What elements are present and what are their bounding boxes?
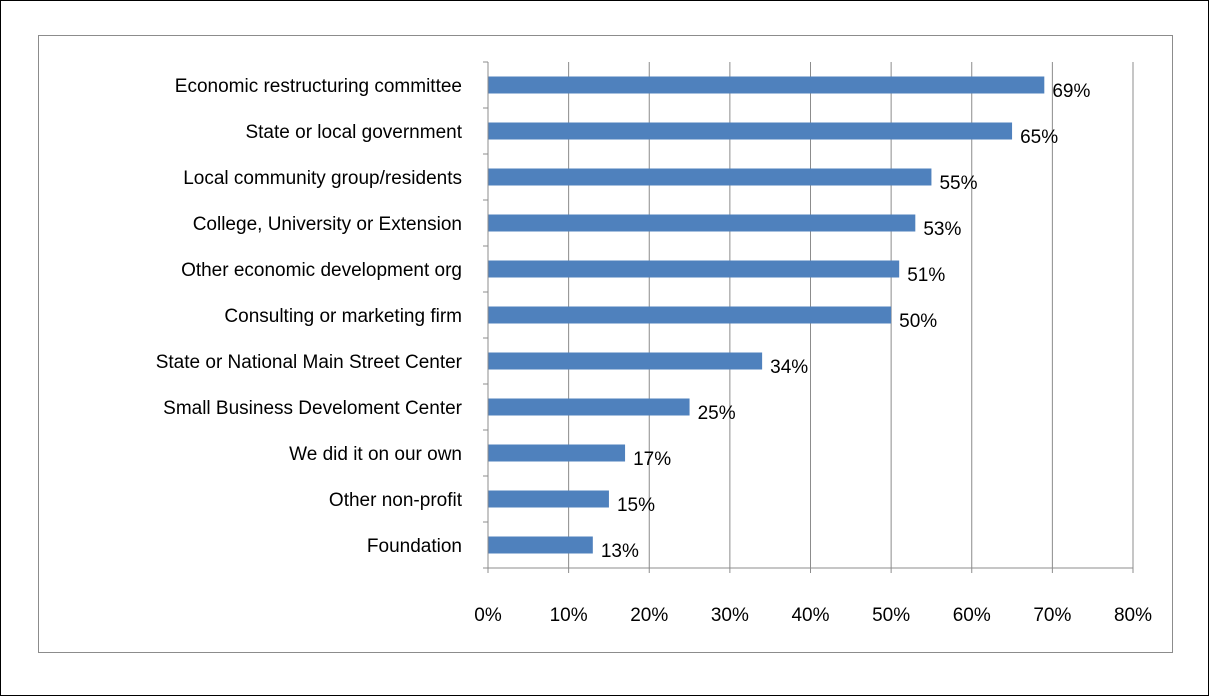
x-tick-label: 50%: [872, 605, 910, 626]
bar: [488, 168, 932, 186]
x-tick-label: 20%: [630, 605, 668, 626]
bar: [488, 306, 892, 324]
bar: [488, 536, 593, 554]
data-label: 65%: [1020, 127, 1058, 148]
data-label: 50%: [899, 311, 937, 332]
axes: [483, 61, 1134, 573]
bar: [488, 76, 1045, 94]
bar: [488, 214, 916, 232]
bars: [488, 76, 1045, 554]
data-label: 17%: [633, 449, 671, 470]
bar: [488, 352, 763, 370]
x-tick-label: 40%: [791, 605, 829, 626]
x-tick-label: 80%: [1114, 605, 1152, 626]
data-label: 13%: [601, 541, 639, 562]
category-label: Other economic development org: [181, 260, 462, 281]
x-tick-label: 70%: [1033, 605, 1071, 626]
category-label: We did it on our own: [289, 444, 462, 465]
x-tick-label: 30%: [711, 605, 749, 626]
bar: [488, 444, 626, 462]
category-label: Other non-profit: [329, 490, 463, 511]
data-label: 53%: [923, 219, 961, 240]
category-label: Small Business Develoment Center: [163, 398, 463, 419]
data-label: 25%: [698, 403, 736, 424]
category-label: Economic restructuring committee: [175, 76, 462, 97]
category-label: Local community group/residents: [183, 168, 462, 189]
bar: [488, 122, 1013, 140]
labels: Economic restructuring committee State or…: [156, 76, 1152, 626]
category-label: Consulting or marketing firm: [224, 306, 462, 327]
bar: [488, 398, 690, 416]
category-label: State or local government: [245, 122, 462, 143]
category-label: Foundation: [367, 536, 462, 557]
data-label: 51%: [907, 265, 945, 286]
x-tick-label: 60%: [953, 605, 991, 626]
data-label: 15%: [617, 495, 655, 516]
data-label: 55%: [939, 173, 977, 194]
bar: [488, 260, 900, 278]
category-label: State or National Main Street Center: [156, 352, 463, 373]
x-tick-label: 10%: [550, 605, 588, 626]
bar: [488, 490, 609, 508]
x-tick-label: 0%: [474, 605, 502, 626]
category-label: College, University or Extension: [193, 214, 462, 235]
data-label: 69%: [1052, 81, 1090, 102]
data-label: 34%: [770, 357, 808, 378]
